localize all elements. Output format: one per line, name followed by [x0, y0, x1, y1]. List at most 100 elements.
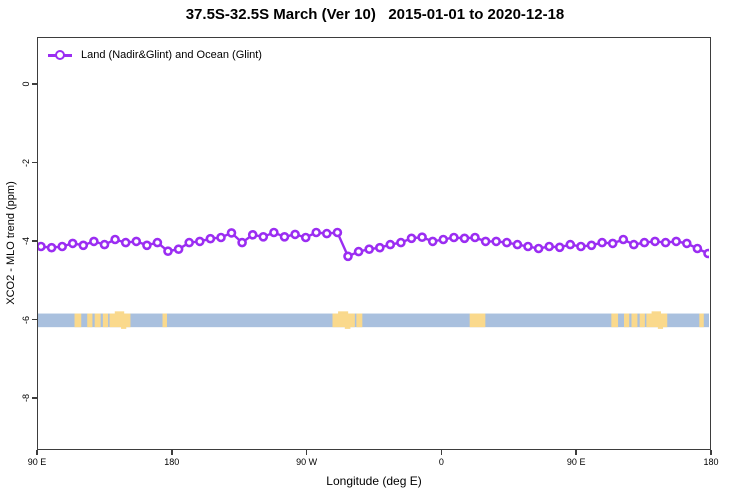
x-tick-mark — [305, 450, 308, 455]
series-marker — [681, 238, 692, 249]
series-marker — [89, 236, 99, 247]
series-marker — [290, 229, 300, 240]
y-tick-label: -4 — [21, 237, 31, 246]
map-band-land-coast — [657, 326, 664, 329]
series-marker — [703, 248, 709, 259]
series-marker — [533, 243, 544, 254]
legend-marker-swatch — [48, 50, 72, 60]
series-marker — [67, 238, 78, 249]
y-tick-mark — [32, 161, 37, 164]
legend: Land (Nadir&Glint) and Ocean (Glint) — [48, 47, 262, 63]
map-band-land-coast — [338, 311, 349, 314]
series-marker — [459, 233, 470, 244]
y-tick-label: 0 — [21, 81, 31, 87]
series-marker — [385, 239, 396, 250]
series-marker — [597, 237, 607, 248]
x-tick-label: 0 — [438, 457, 444, 467]
map-band-land — [624, 313, 630, 328]
series-marker — [78, 240, 89, 251]
map-band-land — [646, 313, 668, 328]
series-marker — [427, 236, 438, 247]
series-marker — [99, 239, 110, 250]
map-band-land — [162, 313, 167, 328]
series-marker — [152, 237, 163, 248]
y-tick-mark — [32, 397, 37, 399]
y-tick-label: -2 — [21, 158, 31, 167]
map-band-land — [639, 313, 645, 328]
x-tick-mark — [575, 450, 577, 455]
series-marker — [417, 232, 427, 242]
x-tick-mark — [440, 450, 443, 455]
series-marker — [311, 227, 322, 238]
x-tick-mark — [36, 450, 38, 455]
series-marker — [269, 227, 279, 238]
map-band-land — [469, 313, 486, 328]
map-band-land-coast — [651, 311, 661, 314]
series-marker — [618, 234, 629, 245]
chart-title: 37.5S-32.5S March (Ver 10) 2015-01-01 to… — [185, 6, 565, 23]
map-band-land — [699, 313, 704, 328]
series-marker — [639, 237, 650, 248]
legend-open-circle-icon — [55, 50, 65, 60]
map-band-land-coast — [114, 311, 125, 314]
series-marker — [480, 236, 491, 247]
map-band-land — [109, 313, 131, 328]
series-marker — [353, 246, 364, 257]
series-marker — [692, 243, 703, 254]
series-marker — [438, 234, 449, 245]
map-band-land — [74, 313, 82, 328]
series-marker — [554, 242, 565, 253]
series-marker — [449, 232, 459, 243]
series-marker — [523, 241, 533, 252]
series-marker — [628, 239, 639, 250]
series-marker — [576, 241, 586, 252]
series-marker — [660, 237, 671, 248]
series-marker — [470, 232, 480, 243]
series-marker — [501, 237, 512, 248]
series-marker — [131, 236, 142, 247]
map-band-ocean — [38, 313, 709, 328]
x-tick-label: 180 — [703, 457, 719, 467]
y-tick-mark — [32, 83, 37, 85]
series-marker — [247, 230, 258, 240]
x-tick-label: 180 — [164, 457, 180, 467]
series-marker — [343, 251, 353, 262]
series-marker — [491, 236, 502, 247]
map-band-land — [102, 313, 109, 328]
plot-area — [37, 37, 711, 450]
series-marker — [586, 240, 597, 251]
series-marker — [57, 241, 68, 252]
map-band-land-coast — [121, 326, 127, 329]
series-marker — [364, 244, 375, 254]
y-tick-mark — [32, 318, 37, 321]
y-tick-label: -8 — [21, 394, 31, 403]
series-marker — [650, 236, 660, 247]
y-tick-mark — [32, 240, 37, 242]
series-marker — [216, 232, 226, 243]
series-marker — [374, 242, 385, 253]
plot-svg — [38, 227, 709, 329]
y-axis-title: XCO2 - MLO trend (ppm) — [5, 181, 17, 305]
map-band-land — [631, 313, 638, 328]
series-marker — [226, 228, 237, 238]
map-band-land — [611, 313, 619, 328]
series-marker — [163, 246, 173, 256]
map-band-land — [332, 313, 355, 328]
x-axis-title: Longitude (deg E) — [326, 474, 422, 488]
series-marker — [332, 227, 343, 238]
series-marker — [142, 240, 152, 251]
map-band-land — [87, 313, 93, 328]
series-marker — [544, 241, 555, 252]
series-marker — [279, 232, 290, 242]
series-line — [40, 231, 709, 258]
series-marker — [46, 242, 57, 253]
series-marker — [205, 233, 216, 244]
x-tick-label: 90 E — [566, 457, 586, 467]
series-marker — [120, 237, 131, 248]
series-marker — [671, 236, 682, 247]
map-band-land-coast — [344, 326, 351, 329]
series-marker — [173, 244, 184, 254]
series-marker — [110, 234, 120, 245]
series-marker — [512, 239, 523, 250]
